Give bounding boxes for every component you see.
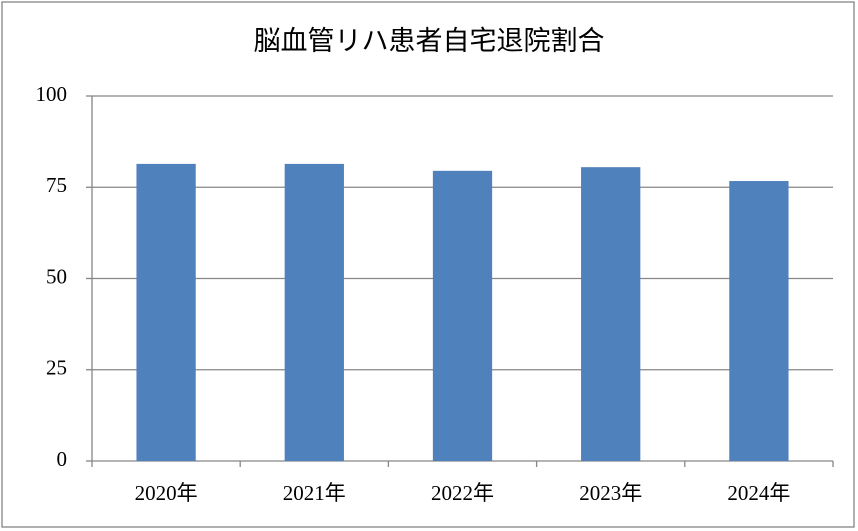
chart-title: 脳血管リハ患者自宅退院割合 [254,26,605,56]
y-tick-label: 50 [46,264,67,288]
x-tick-label: 2023年 [579,481,642,505]
bar [136,163,196,461]
y-tick-label: 25 [46,356,67,380]
bar [729,181,789,462]
x-tick-label: 2024年 [727,481,790,505]
x-tick-label: 2022年 [431,481,494,505]
x-tick-label: 2021年 [283,481,346,505]
y-tick-label: 100 [36,82,68,106]
y-tick-label: 0 [57,447,68,471]
bar [432,170,493,461]
bar [284,163,344,461]
y-tick-label: 75 [46,173,67,197]
bar [581,167,641,462]
x-tick-label: 2020年 [135,481,198,505]
